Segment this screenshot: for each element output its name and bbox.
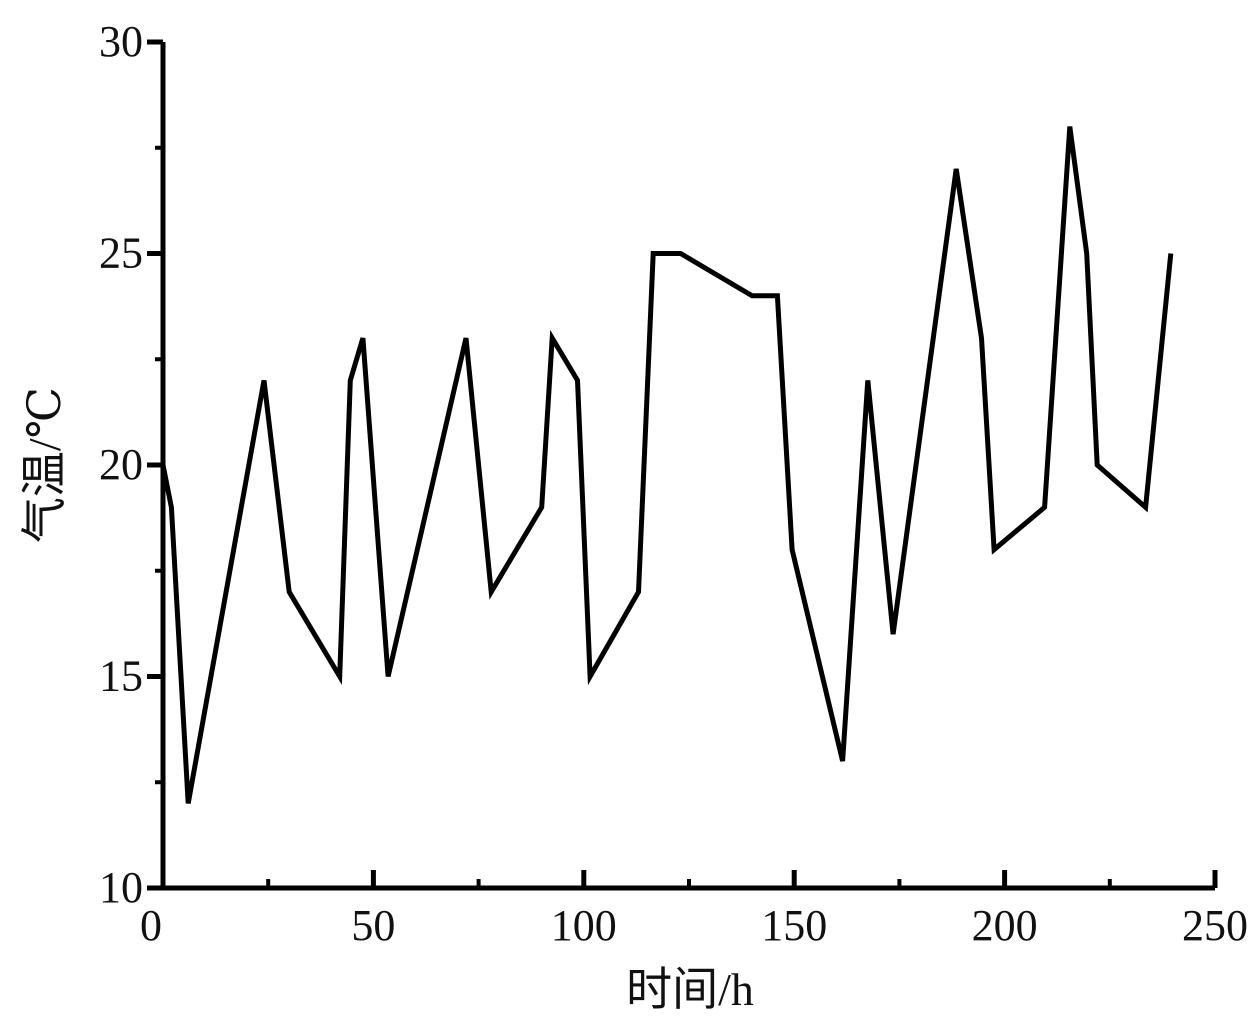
ticks: 10 15 20 25 30 0 50 100 150 200 250 [99, 17, 1248, 950]
x-tick-label: 200 [972, 901, 1038, 950]
x-tick-label: 100 [551, 901, 617, 950]
axes [160, 42, 1215, 891]
y-tick-label: 25 [99, 229, 143, 278]
plot-area [160, 126, 1174, 804]
x-tick-label: 150 [761, 901, 827, 950]
x-tick-label: 0 [140, 901, 162, 950]
temperature-series-line [160, 126, 1174, 804]
y-axis-label: 气温/℃ [19, 387, 70, 543]
y-tick-label: 10 [99, 863, 143, 912]
x-tick-label: 250 [1182, 901, 1248, 950]
y-tick-label: 20 [99, 440, 143, 489]
y-tick-label: 15 [99, 652, 143, 701]
x-axis-label: 时间/h [626, 964, 754, 1015]
y-tick-label: 30 [99, 17, 143, 66]
x-tick-label: 50 [351, 901, 395, 950]
